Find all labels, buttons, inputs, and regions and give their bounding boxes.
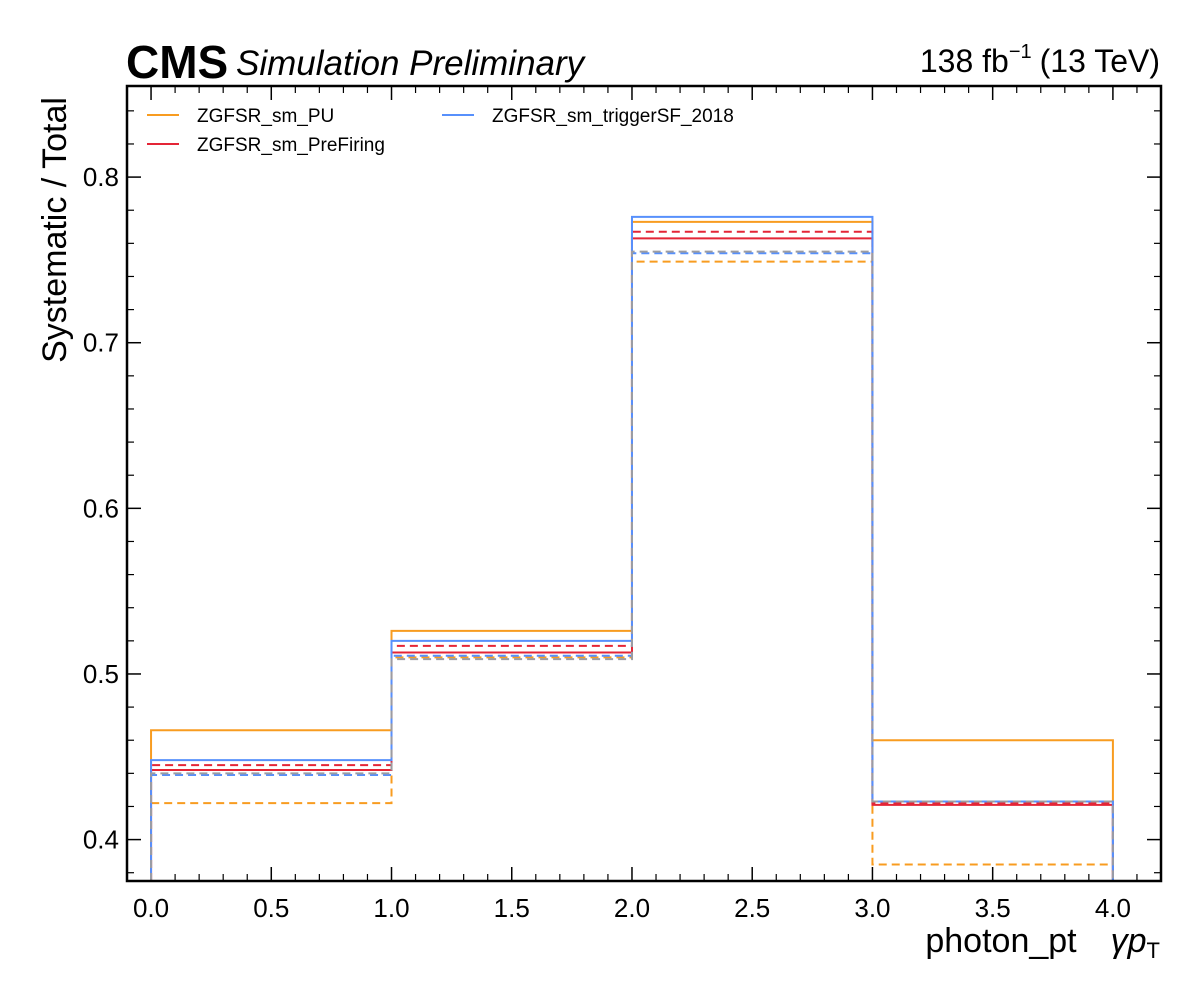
- legend-label: ZGFSR_sm_triggerSF_2018: [492, 106, 734, 127]
- lumi-energy: (13 TeV): [1040, 43, 1160, 79]
- y-tick-label: 0.7: [83, 328, 119, 358]
- x-tick-label: 1.5: [494, 893, 530, 923]
- series-line-6-down: [150, 250, 1114, 881]
- x-tick-label: 2.5: [734, 893, 770, 923]
- x-tick-label: 3.5: [975, 893, 1011, 923]
- x-tick-label: 0.5: [253, 893, 289, 923]
- x-axis-name: photon_pt: [925, 922, 1077, 960]
- legend-label: ZGFSR_sm_PreFiring: [197, 135, 385, 156]
- axis-ticks: 0.0 0.5 1.0 1.5 2.0 2.5 3.0 3.5 4.0 0.4 0.5 0.6 0.7 0…: [83, 86, 1162, 923]
- x-tick-label: 4.0: [1095, 893, 1131, 923]
- x-tick-label: 2.0: [614, 893, 650, 923]
- x-axis-var: γp: [1111, 922, 1147, 960]
- lumi-value: 138 fb: [920, 43, 1009, 79]
- extra-label: Simulation Preliminary: [236, 44, 587, 83]
- x-axis-label: photon_pt γpT: [925, 922, 1160, 963]
- lumi-label: 138 fb−1 (13 TeV): [920, 41, 1160, 79]
- y-axis-label: Systematic / Total: [36, 97, 74, 363]
- series-layer: [150, 215, 1114, 881]
- y-tick-label: 0.6: [83, 493, 119, 523]
- legend-label: ZGFSR_sm_PU: [197, 106, 334, 127]
- plot-area: 0.0 0.5 1.0 1.5 2.0 2.5 3.0 3.5 4.0 0.4 0.5 0.6 0.7 0…: [83, 84, 1163, 923]
- y-tick-label: 0.8: [83, 162, 119, 192]
- cms-label: CMS: [126, 36, 228, 88]
- x-tick-label: 1.0: [373, 893, 409, 923]
- x-tick-label: 3.0: [854, 893, 890, 923]
- plot-frame: [125, 84, 1163, 883]
- lumi-exponent: −1: [1009, 41, 1032, 63]
- x-axis-sub: T: [1147, 938, 1160, 963]
- x-tick-label: 0.0: [133, 893, 169, 923]
- y-tick-label: 0.5: [83, 659, 119, 689]
- y-tick-label: 0.4: [83, 825, 119, 855]
- legend: ZGFSR_sm_PU ZGFSR_sm_PreFiring ZGFSR_sm_tr…: [147, 106, 734, 156]
